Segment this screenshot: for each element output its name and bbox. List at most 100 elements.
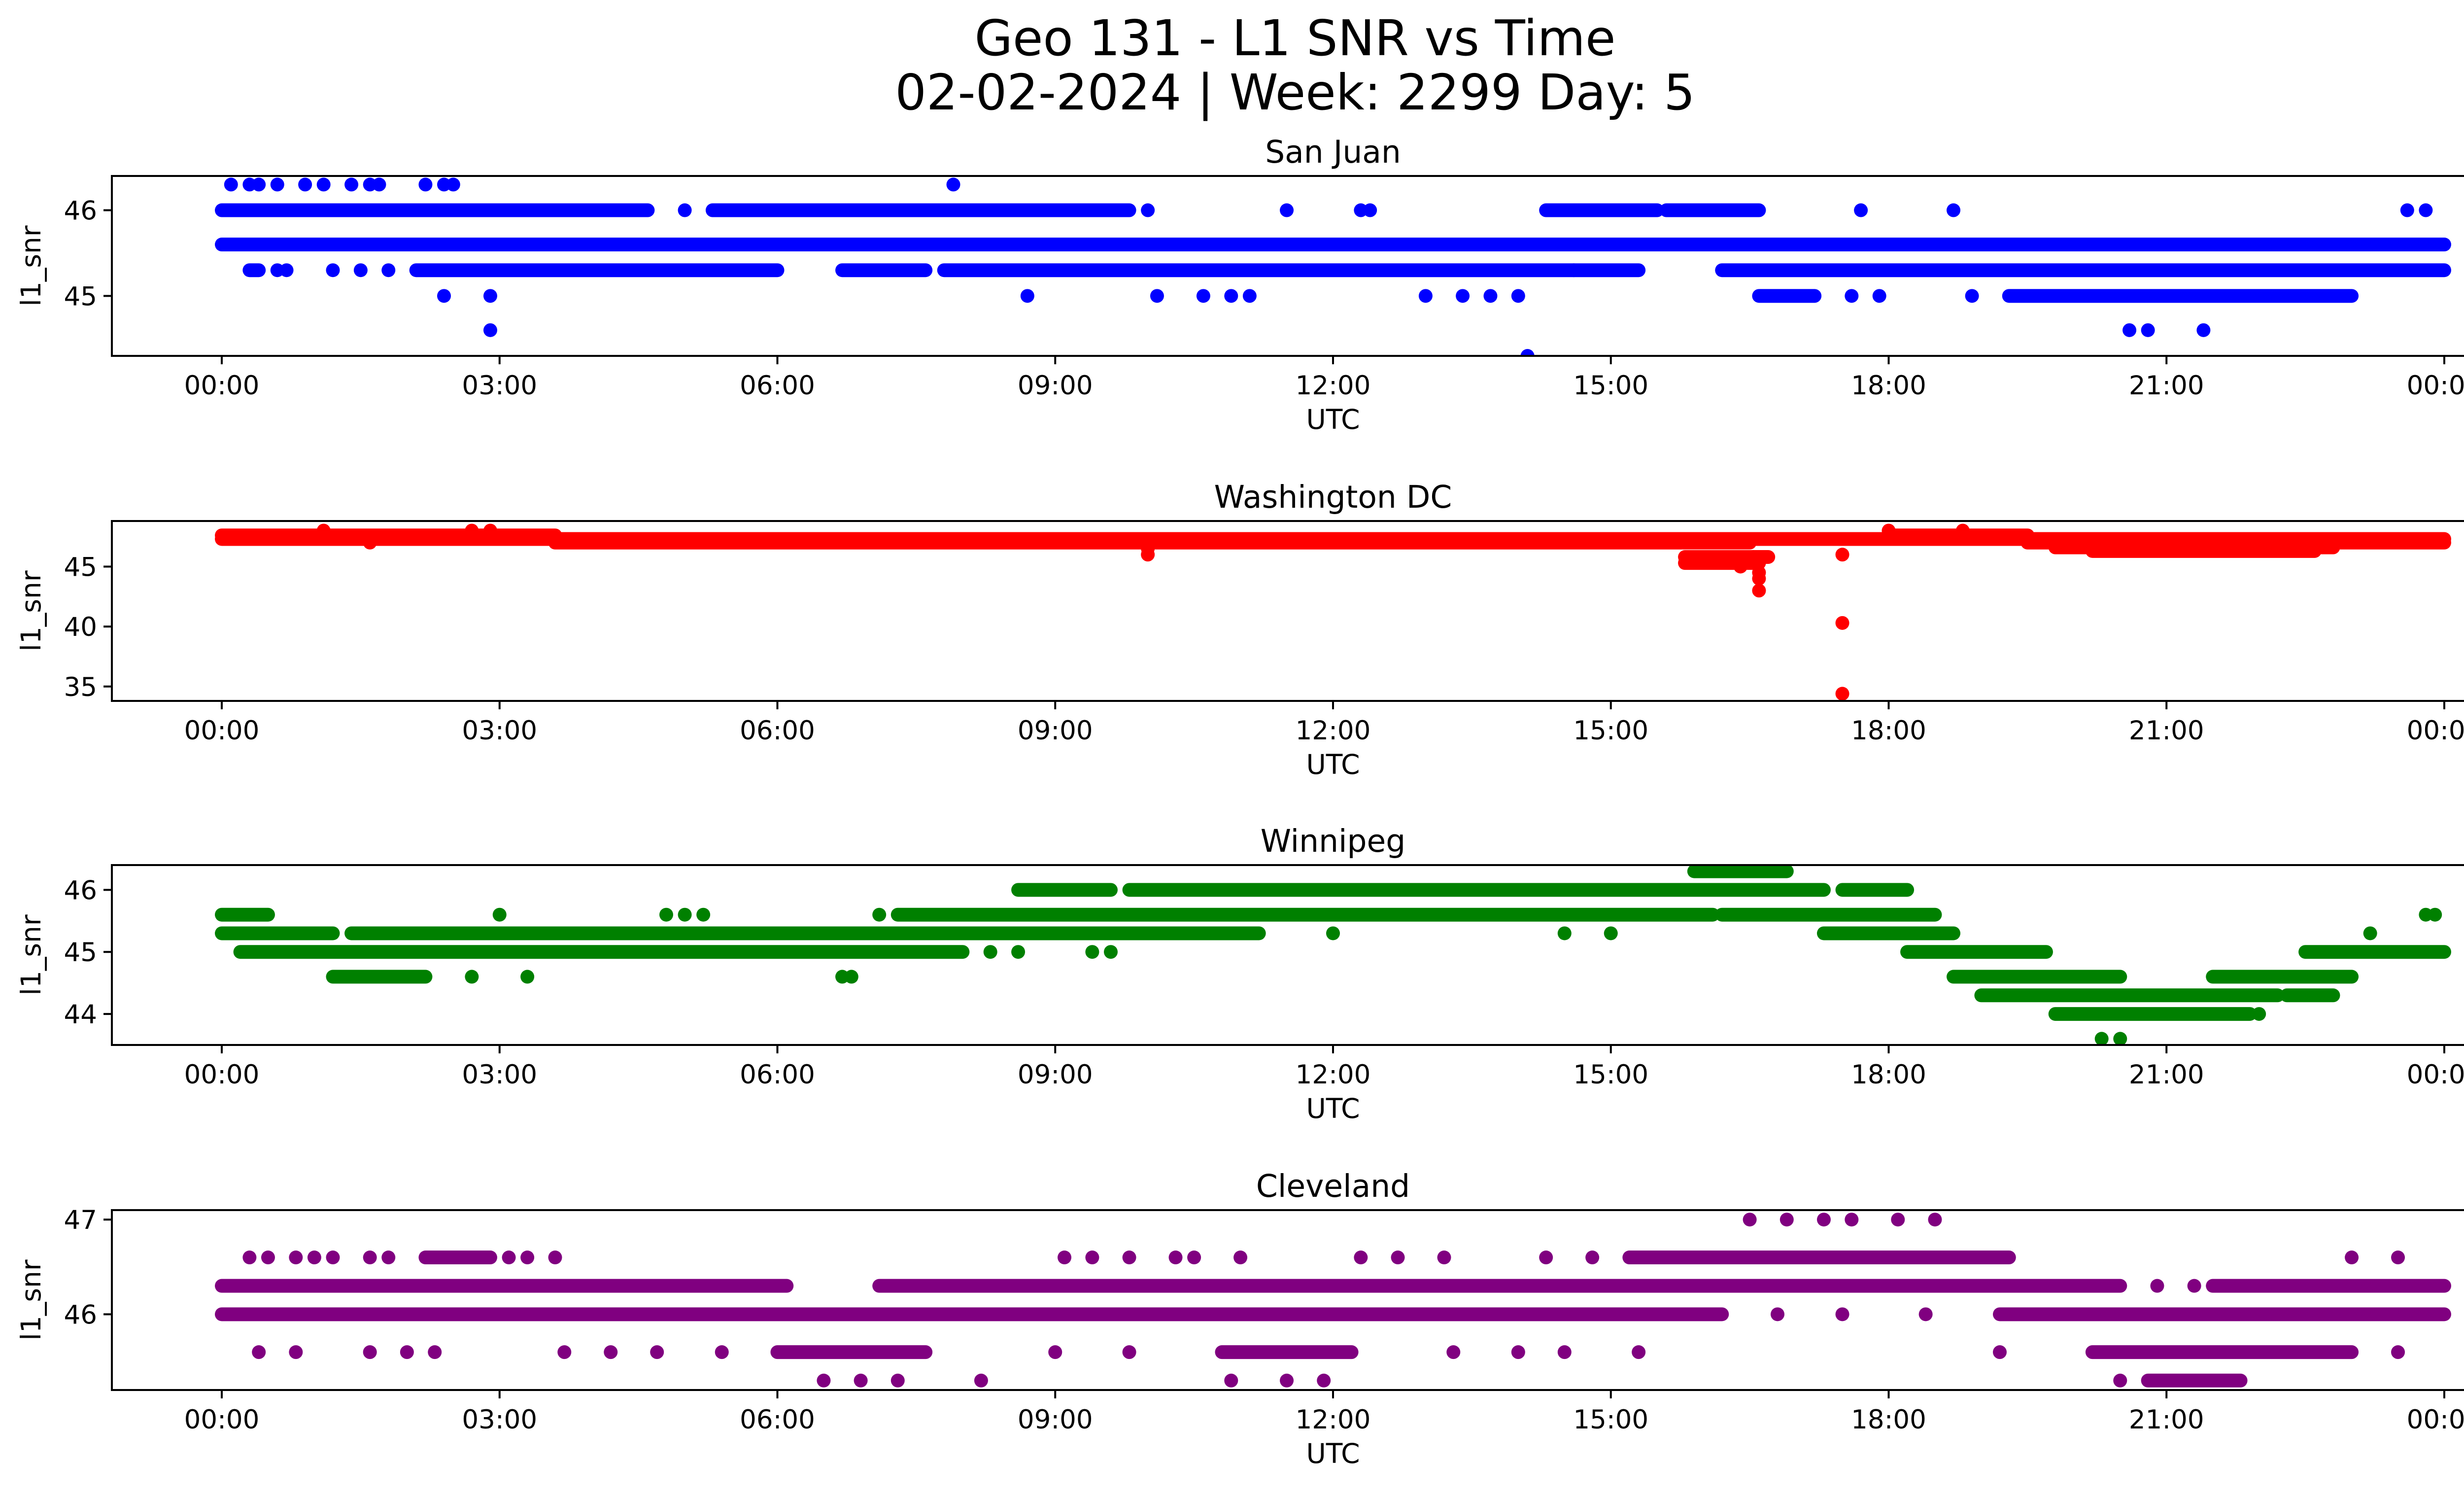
x-tick-label: 00:00	[2407, 716, 2464, 746]
scatter-point	[1835, 616, 1849, 630]
scatter-point	[1511, 289, 1525, 303]
scatter-band	[1659, 203, 1766, 217]
scatter-point	[1557, 926, 1572, 940]
scatter-point	[363, 1345, 377, 1359]
scatter-band	[1816, 926, 1961, 940]
scatter-band	[409, 263, 785, 278]
subplot-3: Cleveland 00:00 03:00 06:00 09:00 12:00 15:00 1…	[15, 1168, 2464, 1469]
scatter-point	[1483, 289, 1498, 303]
scatter-band	[770, 1345, 933, 1359]
scatter-point	[1632, 1345, 1646, 1359]
x-tick-label: 21:00	[2129, 371, 2204, 401]
scatter-point	[465, 970, 479, 984]
scatter-point	[844, 970, 858, 984]
x-tick-label: 00:00	[184, 716, 260, 746]
scatter-band	[215, 203, 655, 217]
scatter-point	[715, 1345, 729, 1359]
subplot-1: Washington DC 00:00 03:00 06:00 09:00 12:00 15…	[15, 479, 2464, 780]
scatter-point	[1928, 1213, 1942, 1227]
scatter-point	[650, 1345, 664, 1359]
y-axis-label: l1_snr	[15, 225, 47, 306]
y-axis-label: l1_snr	[15, 1259, 47, 1340]
scatter-point	[1141, 203, 1155, 217]
scatter-point	[1882, 523, 1896, 538]
y-tick-label: 46	[64, 1300, 97, 1330]
scatter-band	[1678, 556, 1766, 570]
scatter-point	[1085, 945, 1099, 959]
x-tick-label: 21:00	[2129, 1405, 2204, 1435]
scatter-point	[1816, 1213, 1831, 1227]
scatter-point	[1104, 945, 1118, 959]
scatter-point	[2391, 1345, 2405, 1359]
scatter-point	[1326, 926, 1340, 940]
x-tick-label: 00:00	[2407, 371, 2464, 401]
x-axis-label: UTC	[1306, 404, 1360, 435]
scatter-band	[1974, 988, 2285, 1003]
scatter-band	[1122, 883, 1831, 897]
scatter-point	[604, 1345, 618, 1359]
x-tick-label: 00:00	[184, 1060, 260, 1090]
scatter-point	[492, 907, 507, 922]
scatter-point	[872, 907, 887, 922]
scatter-point	[465, 523, 479, 538]
scatter-point	[363, 1251, 377, 1265]
subplots: San Juan 00:00 03:00 06:00 09:00 12:00 15:00 18…	[15, 134, 2464, 1469]
x-tick-label: 18:00	[1851, 1060, 1926, 1090]
scatter-point	[1391, 1251, 1405, 1265]
y-tick-label: 40	[64, 612, 97, 642]
subplot-title: Winnipeg	[1261, 823, 1406, 859]
scatter-point	[1363, 203, 1377, 217]
scatter-point	[1446, 1345, 1461, 1359]
scatter-point	[1965, 289, 1979, 303]
x-tick-label: 21:00	[2129, 716, 2204, 746]
scatter-point	[2150, 1279, 2164, 1293]
scatter-point	[298, 177, 312, 192]
y-tick-label: 44	[64, 1000, 97, 1030]
scatter-point	[2400, 203, 2414, 217]
x-tick-label: 12:00	[1296, 1060, 1371, 1090]
scatter-point	[1224, 1373, 1238, 1388]
scatter-point	[678, 203, 692, 217]
subplot-0: San Juan 00:00 03:00 06:00 09:00 12:00 15:00 18…	[15, 134, 2464, 435]
scatter-band	[937, 263, 1581, 278]
scatter-point	[890, 1373, 905, 1388]
scatter-point	[1854, 203, 1868, 217]
x-tick-label: 15:00	[1573, 1060, 1648, 1090]
scatter-band	[1993, 1307, 2451, 1321]
scatter-point	[557, 1345, 572, 1359]
scatter-point	[1150, 289, 1164, 303]
x-tick-label: 09:00	[1018, 1060, 1093, 1090]
scatter-point	[418, 177, 433, 192]
x-tick-label: 00:00	[2407, 1405, 2464, 1435]
scatter-point	[817, 1373, 831, 1388]
scatter-point	[696, 907, 711, 922]
y-tick-label: 45	[64, 281, 97, 312]
scatter-band	[1622, 1251, 2016, 1265]
scatter-band	[1539, 203, 1664, 217]
scatter-point	[1585, 1251, 1600, 1265]
x-tick-label: 03:00	[462, 716, 537, 746]
scatter-point	[1835, 548, 1849, 562]
scatter-band	[215, 926, 340, 940]
scatter-point	[279, 263, 294, 278]
x-axis-label: UTC	[1306, 1438, 1360, 1469]
scatter-point	[381, 263, 396, 278]
x-tick-label: 12:00	[1296, 1405, 1371, 1435]
scatter-point	[1280, 203, 1294, 217]
scatter-point	[289, 1345, 303, 1359]
y-axis-label: l1_snr	[15, 914, 47, 995]
scatter-point	[252, 1345, 266, 1359]
x-tick-label: 18:00	[1851, 1405, 1926, 1435]
scatter-band	[326, 970, 433, 984]
x-tick-label: 06:00	[740, 1060, 815, 1090]
scatter-point	[1539, 1251, 1553, 1265]
subplot-2: Winnipeg 00:00 03:00 06:00 09:00 12:00 15:00 18…	[15, 823, 2464, 1124]
x-tick-label: 15:00	[1573, 371, 1648, 401]
scatter-point	[854, 1373, 868, 1388]
scatter-point	[1048, 1345, 1062, 1359]
scatter-band	[1900, 945, 2053, 959]
scatter-point	[437, 289, 451, 303]
scatter-point	[483, 289, 497, 303]
